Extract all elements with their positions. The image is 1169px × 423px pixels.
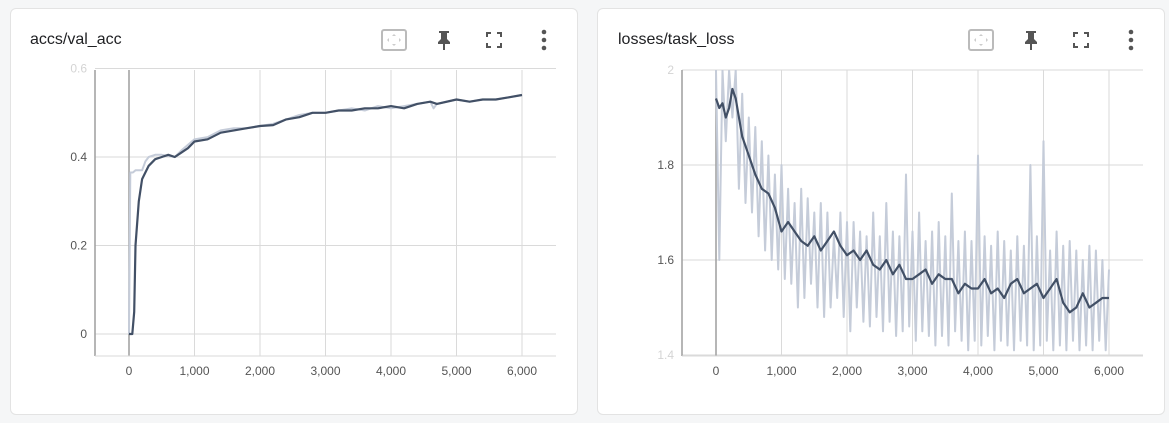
fullscreen-icon [484,30,504,55]
series-raw-line [715,70,1110,352]
more-vert-button[interactable] [1118,29,1144,55]
x-tick-label: 4,000 [376,364,406,378]
card-toolbar [357,28,557,57]
fullscreen-button[interactable] [1068,29,1094,55]
fit-domain-icon [967,28,995,57]
pin-button[interactable] [1018,29,1044,55]
more-vert-icon [1127,28,1135,57]
chart-card-task-loss: losses/task_loss 0 1,000 2,000 3,000 4,000 5,… [597,8,1165,415]
x-tick-label: 1,000 [179,364,209,378]
pin-icon [1021,28,1041,57]
y-tick-label: 1.6 [657,253,674,267]
series-smoothed-line [714,87,1109,314]
y-tick-label: 0 [80,327,87,341]
card-title: accs/val_acc [30,31,122,48]
x-tick-label: 2,000 [245,364,275,378]
x-tick-label: 0 [126,364,133,378]
fullscreen-button[interactable] [481,29,507,55]
x-tick-label: 2,000 [832,364,862,378]
more-vert-icon [540,28,548,57]
x-tick-label: 4,000 [963,364,993,378]
chart-val-acc[interactable]: 0 1,000 2,000 3,000 4,000 5,000 6,000 0 0.2 0.4 0.… [11,9,577,414]
pin-icon [434,28,454,57]
more-vert-button[interactable] [531,29,557,55]
x-tick-label: 3,000 [310,364,340,378]
x-tick-label: 6,000 [507,364,537,378]
x-tick-label: 0 [713,364,720,378]
fit-domain-icon [380,28,408,57]
chart-card-val-acc: accs/val_acc 0 1,000 2,000 3,000 4,000 5,000 6… [10,8,578,415]
y-tick-label: 2 [667,63,674,77]
x-tick-label: 6,000 [1094,364,1124,378]
x-tick-label: 1,000 [766,364,796,378]
x-tick-label: 5,000 [441,364,471,378]
card-title: losses/task_loss [618,31,735,48]
fit-domain-button[interactable] [967,28,995,57]
y-tick-label: 0.2 [70,239,87,253]
pin-button[interactable] [431,29,457,55]
fit-domain-button[interactable] [380,28,408,57]
y-tick-label: 0.4 [70,150,87,164]
x-tick-label: 3,000 [897,364,927,378]
card-toolbar [944,28,1144,57]
y-tick-label: 0.6 [70,62,87,76]
x-tick-label: 5,000 [1028,364,1058,378]
chart-task-loss[interactable]: 0 1,000 2,000 3,000 4,000 5,000 6,000 1.4 1.6 1.8… [598,9,1164,414]
fullscreen-icon [1071,30,1091,55]
y-tick-label: 1.8 [657,158,674,172]
y-tick-label: 1.4 [657,348,674,362]
series-smoothed-line [129,93,523,336]
